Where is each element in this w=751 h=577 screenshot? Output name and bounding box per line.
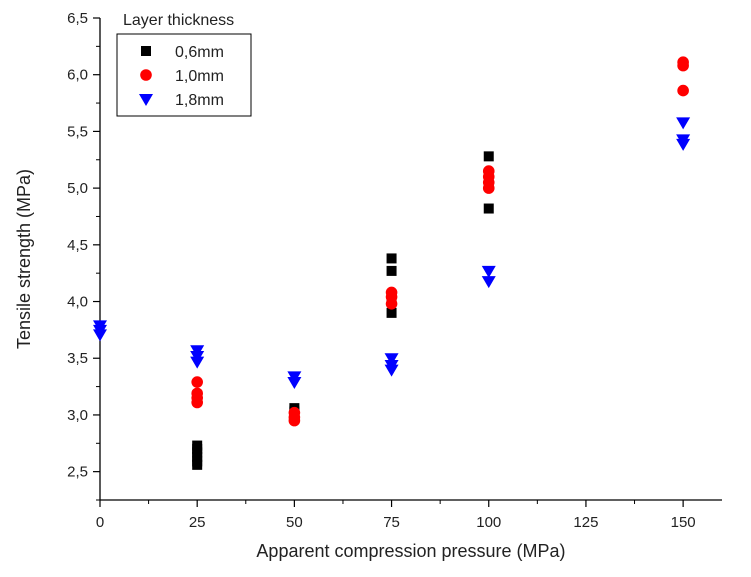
data-point bbox=[482, 182, 495, 194]
y-tick-label: 4,5 bbox=[67, 237, 88, 254]
data-point bbox=[191, 396, 203, 409]
data-point bbox=[677, 59, 689, 72]
data-point bbox=[385, 297, 398, 310]
data-point bbox=[191, 376, 203, 388]
data-point bbox=[384, 353, 399, 366]
series-10mm bbox=[191, 56, 689, 427]
y-tick-label: 2,5 bbox=[67, 464, 88, 481]
x-tick-label: 150 bbox=[671, 514, 696, 531]
x-tick-label: 50 bbox=[286, 514, 303, 531]
y-tick-label: 3,0 bbox=[67, 407, 88, 424]
legend: Layer thickness 0,6mm 1,0mm 1,8mm bbox=[116, 12, 252, 117]
x-tick-label: 125 bbox=[573, 514, 598, 531]
data-point bbox=[386, 253, 397, 264]
data-points bbox=[93, 56, 691, 470]
data-point bbox=[192, 459, 203, 470]
data-point bbox=[481, 276, 496, 289]
data-point bbox=[386, 265, 397, 276]
legend-label: 1,8mm bbox=[175, 92, 224, 109]
data-point bbox=[384, 364, 399, 377]
y-tick-label: 6,0 bbox=[67, 67, 88, 84]
x-axis-title: Apparent compression pressure (MPa) bbox=[256, 541, 565, 561]
data-point bbox=[677, 84, 689, 97]
data-point bbox=[288, 414, 301, 427]
data-point bbox=[190, 356, 205, 369]
x-tick-label: 75 bbox=[383, 514, 400, 531]
axes: 0 25 50 75 100 125 150 2,5 3,0 3,5 4,0 4,5 5,0 5,5 6,0… bbox=[67, 10, 722, 531]
legend-marker bbox=[141, 46, 151, 56]
y-tick-label: 3,5 bbox=[67, 350, 88, 367]
legend-marker bbox=[140, 69, 152, 81]
series-18mm bbox=[93, 117, 691, 390]
data-point bbox=[483, 151, 494, 162]
x-tick-label: 100 bbox=[476, 514, 501, 531]
data-point bbox=[483, 203, 494, 214]
y-tick-label: 5,5 bbox=[67, 123, 88, 140]
data-point bbox=[386, 307, 397, 318]
legend-label: 1,0mm bbox=[175, 68, 224, 85]
x-tick-label: 25 bbox=[189, 514, 206, 531]
data-point bbox=[287, 377, 302, 390]
legend-marker bbox=[139, 94, 153, 106]
x-tick-label: 0 bbox=[96, 514, 104, 531]
legend-title: Layer thickness bbox=[123, 12, 234, 29]
data-point bbox=[676, 117, 691, 130]
legend-box bbox=[116, 33, 252, 117]
data-point bbox=[676, 138, 691, 151]
y-tick-label: 6,5 bbox=[67, 10, 88, 27]
data-point bbox=[481, 265, 496, 278]
data-point bbox=[93, 329, 107, 342]
legend-label: 0,6mm bbox=[175, 44, 224, 61]
y-tick-label: 5,0 bbox=[67, 180, 88, 197]
y-axis-title: Tensile strength (MPa) bbox=[14, 169, 34, 349]
y-tick-label: 4,0 bbox=[67, 294, 88, 311]
